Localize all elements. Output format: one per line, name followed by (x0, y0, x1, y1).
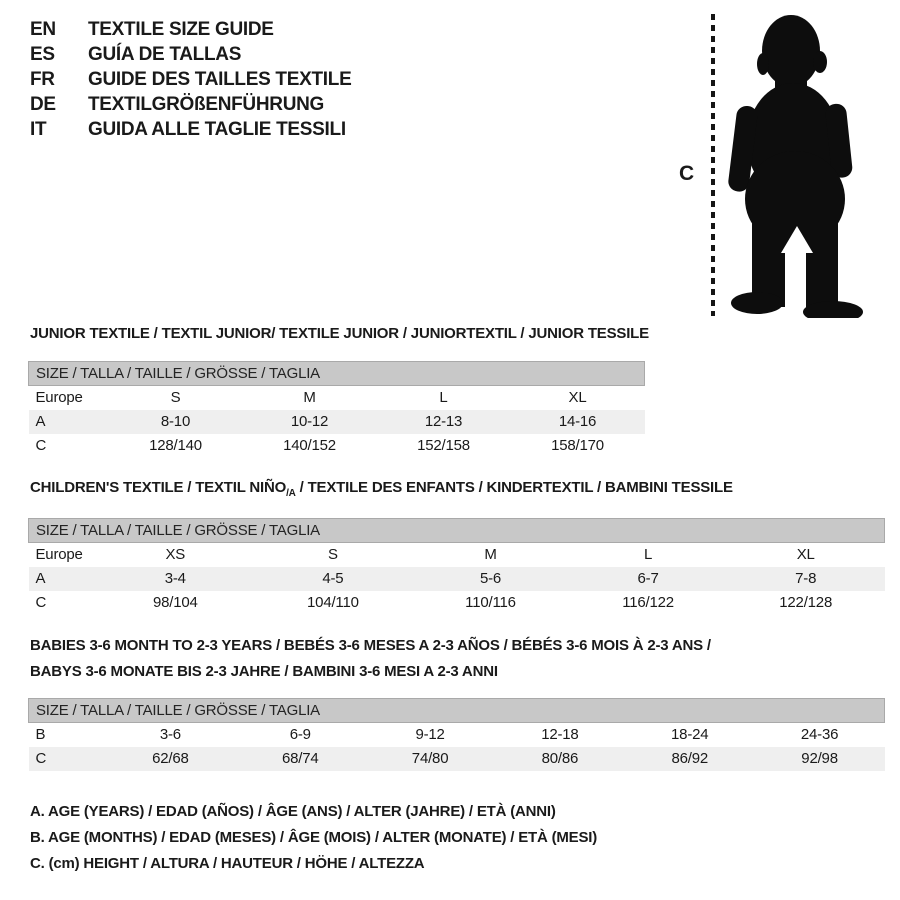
cell: S (170, 389, 181, 407)
guide-title-en: TEXTILE SIZE GUIDE (88, 19, 274, 40)
size-header-bar: SIZE / TALLA / TAILLE / GRÖSSE / TAGLIA (28, 518, 885, 543)
legend-line-age-months: B. AGE (MONTHS) / EDAD (MESES) / ÂGE (MO… (30, 829, 598, 846)
cell: 68/74 (235, 746, 366, 771)
babies-table-title: BABIES 3-6 MONTH TO 2-3 YEARS / BEBÉS 3-… (30, 633, 711, 685)
cell: 140/152 (283, 437, 336, 454)
babies-size-table: SIZE / TALLA / TAILLE / GRÖSSE / TAGLIA … (28, 698, 885, 771)
junior-table-title: JUNIOR TEXTILE / TEXTIL JUNIOR/ TEXTILE … (30, 325, 649, 342)
row-label: A (28, 409, 109, 434)
children-table-title: CHILDREN'S TEXTILE / TEXTIL NIÑO/A / TEX… (30, 479, 733, 499)
cell: 12-13 (376, 409, 511, 434)
language-row-fr: FR GUIDE DES TAILLES TEXTILE (30, 69, 352, 94)
cell: M (484, 546, 497, 564)
row-label: C (35, 437, 47, 454)
cell: XS (165, 546, 186, 564)
legend-line-height-cm: C. (cm) HEIGHT / ALTURA / HAUTEUR / HÖHE… (30, 855, 425, 872)
size-header-row: SIZE / TALLA / TAILLE / GRÖSSE / TAGLIA (28, 361, 645, 386)
guide-title-fr: GUIDE DES TAILLES TEXTILE (88, 69, 352, 90)
table-row-europe: Europe XS S M L XL (29, 543, 885, 567)
children-size-table: SIZE / TALLA / TAILLE / GRÖSSE / TAGLIA … (28, 518, 885, 615)
cell: 92/98 (754, 746, 885, 771)
babies-title-line-2: BABYS 3-6 MONATE BIS 2-3 JAHRE / BAMBINI… (30, 663, 498, 680)
junior-size-table: SIZE / TALLA / TAILLE / GRÖSSE / TAGLIA … (28, 361, 645, 458)
toddler-silhouette-icon (728, 15, 863, 318)
language-row-es: ES GUÍA DE TALLAS (30, 44, 351, 69)
cell: 18-24 (671, 726, 709, 744)
language-row-en: EN TEXTILE SIZE GUIDE (30, 19, 351, 44)
cell: M (303, 389, 316, 407)
cell: 14-16 (510, 409, 645, 434)
guide-title-it: GUIDA ALLE TAGLIE TESSILI (88, 119, 346, 140)
cell: 116/122 (622, 594, 674, 611)
table-row-height: C 62/68 68/74 74/80 80/86 86/92 92/98 (28, 746, 885, 771)
cell: 80/86 (494, 746, 625, 771)
row-label: A (28, 566, 97, 591)
language-code: IT (30, 119, 47, 140)
cell: 10-12 (242, 409, 377, 434)
size-header-row: SIZE / TALLA / TAILLE / GRÖSSE / TAGLIA (28, 698, 885, 723)
height-dotted-line (711, 14, 715, 316)
size-header-bar: SIZE / TALLA / TAILLE / GRÖSSE / TAGLIA (28, 698, 885, 723)
table-row-height: C 128/140 140/152 152/158 158/170 (29, 434, 645, 458)
cell: L (439, 389, 448, 407)
babies-title-line-1: BABIES 3-6 MONTH TO 2-3 YEARS / BEBÉS 3-… (30, 637, 711, 654)
size-header-row: SIZE / TALLA / TAILLE / GRÖSSE / TAGLIA (28, 518, 885, 543)
children-title-sub: /A (286, 488, 296, 499)
cell: 9-12 (415, 726, 445, 744)
row-label: Europe (35, 546, 83, 564)
cell: 7-8 (726, 566, 885, 591)
cell: 4-5 (254, 566, 412, 591)
cell: 8-10 (108, 409, 243, 434)
guide-title-es: GUÍA DE TALLAS (88, 44, 242, 65)
height-measure-label: C (679, 162, 695, 185)
row-label: B (35, 726, 46, 744)
cell: 128/140 (149, 437, 202, 454)
cell: XL (568, 389, 587, 407)
cell: 98/104 (152, 594, 198, 611)
cell: 3-6 (159, 726, 181, 744)
legend-line-age-years: A. AGE (YEARS) / EDAD (AÑOS) / ÂGE (ANS)… (30, 803, 556, 820)
cell: 158/170 (551, 437, 604, 454)
row-label: C (35, 594, 47, 611)
height-measure-figure: C (655, 6, 895, 322)
language-code: DE (30, 94, 56, 115)
cell: 152/158 (417, 437, 470, 454)
table-row-age: A 3-4 4-5 5-6 6-7 7-8 (28, 566, 885, 591)
cell: 3-4 (96, 566, 255, 591)
guide-title-de: TEXTILGRÖßENFÜHRUNG (88, 94, 325, 115)
children-title-post: / TEXTILE DES ENFANTS / KINDERTEXTIL / B… (295, 479, 733, 496)
language-row-de: DE TEXTILGRÖßENFÜHRUNG (30, 94, 351, 119)
table-row-europe: Europe S M L XL (29, 386, 645, 410)
language-row-it: IT GUIDA ALLE TAGLIE TESSILI (30, 119, 351, 144)
language-title-block: EN TEXTILE SIZE GUIDE ES GUÍA DE TALLAS … (30, 19, 352, 144)
measure-legend: A. AGE (YEARS) / EDAD (AÑOS) / ÂGE (ANS)… (30, 799, 597, 877)
cell: 62/68 (105, 746, 236, 771)
children-title-pre: CHILDREN'S TEXTILE / TEXTIL NIÑO (30, 479, 287, 496)
row-label: C (28, 746, 106, 771)
cell: 104/110 (307, 594, 359, 611)
row-label: Europe (35, 389, 83, 407)
cell: 6-9 (289, 726, 311, 744)
cell: 24-36 (800, 726, 839, 744)
language-code: FR (30, 69, 55, 90)
cell: 12-18 (541, 726, 579, 744)
cell: 6-7 (569, 566, 727, 591)
cell: 110/116 (465, 594, 516, 611)
cell: 122/128 (779, 594, 833, 611)
cell: 86/92 (624, 746, 755, 771)
cell: 5-6 (411, 566, 570, 591)
size-header-bar: SIZE / TALLA / TAILLE / GRÖSSE / TAGLIA (28, 361, 645, 386)
table-row-height: C 98/104 104/110 110/116 116/122 122/128 (29, 591, 885, 615)
table-row-age-months: B 3-6 6-9 9-12 12-18 18-24 24-36 (29, 723, 885, 747)
language-code: ES (30, 44, 55, 65)
table-row-age: A 8-10 10-12 12-13 14-16 (28, 409, 645, 434)
cell: XL (796, 546, 815, 564)
cell: L (644, 546, 653, 564)
cell: 74/80 (365, 746, 495, 771)
cell: S (327, 546, 338, 564)
language-code: EN (30, 19, 56, 40)
